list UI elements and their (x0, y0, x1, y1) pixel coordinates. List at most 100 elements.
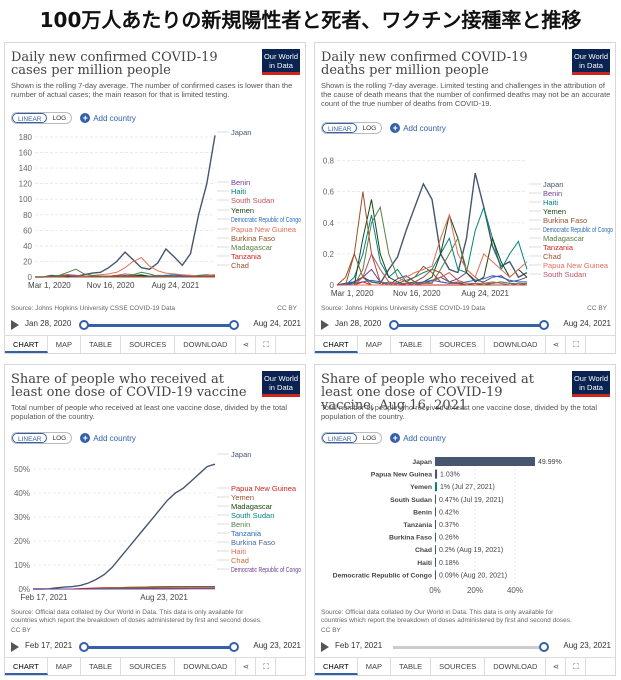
bar (435, 570, 436, 580)
series-label: South Sudan (543, 270, 586, 279)
linear-toggle[interactable]: LINEAR (12, 433, 48, 443)
timeline-end-handle[interactable] (229, 320, 239, 330)
timeline-end-handle[interactable] (229, 642, 239, 652)
timeline-end: Aug 24, 2021 (563, 319, 611, 328)
timeline-start: Jan 28, 2020 (25, 319, 72, 328)
tab-sources[interactable]: SOURCES (121, 336, 176, 353)
tab-sources[interactable]: SOURCES (431, 658, 486, 675)
tab-download[interactable]: DOWNLOAD (485, 336, 547, 353)
tab-chart[interactable]: CHART (315, 336, 358, 353)
add-country-button[interactable]: + Add country (80, 433, 136, 443)
timeline-track[interactable] (393, 324, 543, 327)
linear-toggle[interactable]: LINEAR (322, 433, 358, 443)
bar-label: Burkina Faso (389, 535, 432, 542)
series-line (337, 252, 528, 286)
timeline-end-handle[interactable] (539, 320, 549, 330)
tab-chart[interactable]: CHART (5, 658, 48, 675)
bar (435, 457, 535, 466)
log-toggle[interactable]: LOG (362, 435, 377, 442)
expand-icon[interactable]: ⛶ (566, 658, 587, 675)
bar-label: Tanzania (403, 522, 432, 529)
log-toggle[interactable]: LOG (52, 435, 67, 442)
share-icon[interactable]: ⋖ (546, 336, 567, 353)
add-country-button[interactable]: + Add country (80, 113, 136, 123)
share-icon[interactable]: ⋖ (546, 658, 567, 675)
series-line (337, 213, 528, 286)
bar (435, 545, 436, 555)
linear-toggle[interactable]: LINEAR (322, 123, 358, 133)
owid-logo[interactable]: Our World in Data (262, 49, 300, 75)
bar-label: Benin (413, 509, 432, 516)
bar-value: 0.47% (Jul 19, 2021) (439, 497, 504, 504)
tab-bar: CHART MAP TABLE SOURCES DOWNLOAD ⋖ ⛶ (315, 657, 615, 675)
share-icon[interactable]: ⋖ (236, 336, 257, 353)
x-tick-label: Mar 1, 2020 (28, 281, 71, 290)
play-icon[interactable] (11, 642, 19, 652)
play-icon[interactable] (321, 642, 329, 652)
timeline-start-handle[interactable] (389, 320, 399, 330)
series-label: Burkina Faso (231, 538, 275, 547)
y-tick-label: 60 (23, 226, 32, 235)
bar-value: 1.03% (440, 472, 460, 479)
timeline-end-handle[interactable] (539, 642, 549, 652)
tab-map[interactable]: MAP (48, 658, 81, 675)
series-label: Burkina Faso (231, 234, 275, 243)
share-icon[interactable]: ⋖ (236, 658, 257, 675)
tab-map[interactable]: MAP (48, 336, 81, 353)
tab-map[interactable]: MAP (358, 658, 391, 675)
timeline-track[interactable] (83, 646, 233, 649)
y-tick-label: 40 (23, 242, 32, 251)
add-country-button[interactable]: + Add country (390, 123, 446, 133)
play-icon[interactable] (11, 320, 19, 330)
linear-toggle[interactable]: LINEAR (12, 113, 48, 123)
expand-icon[interactable]: ⛶ (256, 336, 277, 353)
timeline-track[interactable] (393, 646, 543, 649)
tab-table[interactable]: TABLE (81, 658, 122, 675)
tab-chart[interactable]: CHART (315, 658, 358, 675)
add-country-button[interactable]: + Add country (390, 433, 446, 443)
play-icon[interactable] (321, 320, 329, 330)
expand-icon[interactable]: ⛶ (566, 336, 587, 353)
bar (435, 469, 438, 479)
expand-icon[interactable]: ⛶ (256, 658, 277, 675)
chart-subtitle: Shown is the rolling 7-day average. The … (11, 81, 293, 99)
log-toggle[interactable]: LOG (362, 125, 377, 132)
timeline-track[interactable] (83, 324, 233, 327)
bar (435, 507, 436, 517)
x-tick-label: Aug 23, 2021 (140, 593, 188, 602)
timeline-start-handle[interactable] (79, 320, 89, 330)
y-tick-label: 30% (14, 513, 30, 522)
log-toggle[interactable]: LOG (52, 115, 67, 122)
x-tick-label: Aug 24, 2021 (461, 289, 509, 298)
x-tick-label: Aug 24, 2021 (152, 281, 200, 290)
tab-table[interactable]: TABLE (391, 336, 432, 353)
tab-download[interactable]: DOWNLOAD (175, 658, 237, 675)
x-tick-label: Feb 17, 2021 (20, 593, 68, 602)
y-tick-label: 40% (14, 489, 30, 498)
tab-download[interactable]: DOWNLOAD (485, 658, 547, 675)
tab-map[interactable]: MAP (358, 336, 391, 353)
panel-deaths: Daily new confirmed COVID-19 deaths per … (314, 42, 616, 354)
bar-label: Japan (412, 459, 432, 466)
owid-logo[interactable]: Our World in Data (572, 371, 610, 397)
tab-table[interactable]: TABLE (81, 336, 122, 353)
tab-chart[interactable]: CHART (5, 336, 48, 353)
owid-logo[interactable]: Our World in Data (262, 371, 300, 397)
owid-logo[interactable]: Our World in Data (572, 49, 610, 75)
tab-bar: CHART MAP TABLE SOURCES DOWNLOAD ⋖ ⛶ (5, 657, 305, 675)
tab-sources[interactable]: SOURCES (431, 336, 486, 353)
tab-table[interactable]: TABLE (391, 658, 432, 675)
bar (435, 482, 437, 492)
bar-value: 0.2% (Aug 19, 2021) (439, 547, 503, 554)
tab-download[interactable]: DOWNLOAD (175, 336, 237, 353)
series-label: Burkina Faso (543, 216, 587, 225)
y-tick-label: 20% (14, 537, 30, 546)
y-tick-label: 100 (19, 195, 33, 204)
series-line (35, 135, 216, 278)
timeline-start-handle[interactable] (79, 642, 89, 652)
y-tick-label: 140 (19, 164, 33, 173)
bar-value: 0.42% (439, 509, 459, 516)
series-label: Papua New Guinea (231, 225, 297, 234)
scale-controls: LINEAR LOG + Add country (11, 431, 136, 445)
tab-sources[interactable]: SOURCES (121, 658, 176, 675)
